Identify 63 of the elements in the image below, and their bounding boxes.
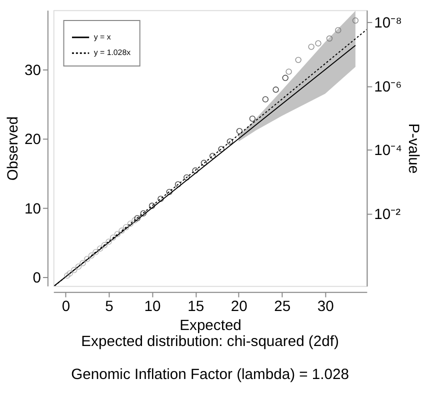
point	[236, 128, 243, 134]
legend-label: y = 1.028x	[94, 48, 131, 58]
point	[84, 256, 90, 262]
point	[262, 96, 269, 102]
point	[249, 116, 256, 122]
point	[97, 246, 104, 252]
point	[226, 138, 234, 145]
point	[66, 270, 73, 277]
point	[118, 228, 125, 234]
text: Expected distribution: chi-squared (2df)	[81, 334, 339, 350]
point	[158, 196, 164, 202]
point	[106, 238, 112, 245]
point	[184, 174, 190, 181]
y2-tick-label: 10⁻⁶	[374, 79, 402, 96]
point	[110, 234, 116, 241]
y-tick-label: 10	[24, 201, 42, 218]
x-tick-label: 30	[317, 299, 334, 316]
point	[166, 188, 172, 196]
point	[174, 181, 182, 188]
point	[210, 152, 216, 160]
point	[286, 68, 292, 75]
point	[295, 56, 302, 64]
y-tick-label: 0	[32, 270, 42, 286]
point	[140, 210, 146, 216]
point	[335, 27, 342, 34]
legend-label: y = x	[94, 32, 111, 42]
point	[308, 44, 314, 50]
x-tick-label: 15	[188, 299, 204, 316]
point	[200, 160, 208, 166]
point	[134, 215, 140, 222]
x-tick-label: 20	[230, 299, 248, 316]
y2-tick-label: 10⁻⁴	[374, 143, 402, 160]
point	[75, 263, 82, 270]
point	[114, 230, 121, 238]
point	[352, 17, 359, 24]
y-tick-label: 20	[24, 132, 42, 148]
point	[132, 217, 138, 224]
point	[192, 167, 198, 174]
point	[148, 202, 156, 209]
point	[315, 40, 322, 46]
point	[101, 242, 108, 248]
x-tick-label: 5	[105, 299, 114, 316]
x-tick-label: 25	[274, 299, 291, 316]
point	[127, 220, 134, 227]
x-tick-label: 0	[62, 299, 70, 316]
text: Genomic Inflation Factor (lambda) = 1.028	[71, 366, 349, 383]
point	[80, 260, 86, 266]
point	[92, 248, 99, 256]
point	[64, 272, 70, 279]
point	[122, 224, 130, 230]
x-tick-label: 10	[144, 299, 161, 316]
y2-tick-label: 10⁻⁸	[374, 16, 402, 32]
y2-axis-title: P-value	[404, 123, 421, 174]
point	[326, 35, 333, 42]
x-axis-title: Expected	[180, 318, 242, 334]
point	[282, 74, 288, 81]
y2-tick-label: 10⁻²	[374, 206, 401, 223]
y-tick-label: 30	[24, 63, 42, 80]
y-axis-title: Observed	[6, 116, 22, 181]
point	[88, 252, 95, 259]
point	[218, 146, 224, 152]
point	[71, 266, 78, 274]
point	[272, 86, 279, 93]
